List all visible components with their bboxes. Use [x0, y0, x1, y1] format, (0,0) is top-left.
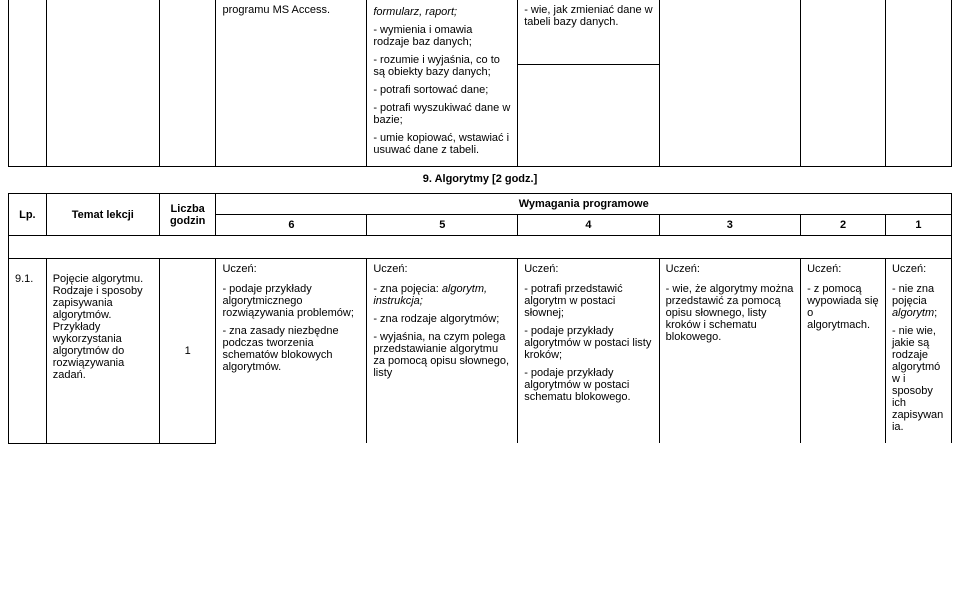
col1-a-post: ; [934, 307, 937, 319]
uczen-3: Uczeń: [659, 259, 800, 280]
upper-c3: programu MS Access. [216, 0, 367, 167]
upper-c5: - wie, jak zmieniać dane w tabeli bazy d… [518, 0, 659, 65]
hdr-wym: Wymagania programowe [216, 194, 952, 215]
upper-c5-text: - wie, jak zmieniać dane w tabeli bazy d… [524, 4, 652, 28]
col3-a: - wie, że algorytmy można przedstawić za… [666, 283, 794, 343]
upper-c4: formularz, raport; - wymienia i omawia r… [367, 0, 518, 167]
upper-row-1: programu MS Access. formularz, raport; -… [9, 0, 952, 65]
col5-c: - wyjaśnia, na czym polega przedstawiani… [373, 331, 511, 379]
uczen-4: Uczeń: [518, 259, 659, 280]
cell-col2: - z pomocą wypowiada się o algorytmach. [801, 279, 886, 443]
upper-table: programu MS Access. formularz, raport; -… [8, 0, 952, 167]
cell-liczba: 1 [159, 259, 216, 444]
upper-c1 [46, 0, 159, 167]
upper-c5-blank [518, 65, 659, 167]
upper-c4-b: - wymienia i omawia rodzaje baz danych; [373, 24, 511, 48]
hdr-2: 2 [801, 215, 886, 236]
col2-a: - z pomocą wypowiada się o algorytmach. [807, 283, 879, 331]
upper-c6 [659, 0, 800, 167]
upper-c4-d: - potrafi sortować dane; [373, 84, 511, 96]
uczen-2: Uczeń: [801, 259, 886, 280]
spacer-row [9, 236, 952, 259]
upper-c2 [159, 0, 216, 167]
col6-b: - zna zasady niezbędne podczas tworzenia… [222, 325, 360, 373]
cell-col3: - wie, że algorytmy można przedstawić za… [659, 279, 800, 443]
cell-col6: - podaje przykłady algorytmicznego rozwi… [216, 279, 367, 443]
hdr-1: 1 [885, 215, 951, 236]
cell-lp-text: 9.1. [15, 273, 33, 285]
hdr-lp: Lp. [9, 194, 47, 236]
hdr-temat: Temat lekcji [46, 194, 159, 236]
col4-b: - podaje przykłady algorytmów w postaci … [524, 325, 652, 361]
cell-col4: - potrafi przedstawić algorytm w postaci… [518, 279, 659, 443]
cell-col5: - zna pojęcia: algorytm, instrukcja; - z… [367, 279, 518, 443]
upper-c7 [801, 0, 886, 167]
uczen-1: Uczeń: [885, 259, 951, 280]
col1-a-pre: - nie zna pojęcia [892, 283, 934, 307]
uczen-row: 9.1. Pojęcie algorytmu. Rodzaje i sposob… [9, 259, 952, 280]
col4-c: - podaje przykłady algorytmów w postaci … [524, 367, 652, 403]
uczen-6: Uczeń: [216, 259, 367, 280]
col1-a-em: algorytm [892, 307, 934, 319]
upper-c0 [9, 0, 47, 167]
upper-c4-e: - potrafi wyszukiwać dane w bazie; [373, 102, 511, 126]
cell-lp: 9.1. [9, 259, 47, 444]
upper-c4-f: - umie kopiować, wstawiać i usuwać dane … [373, 132, 511, 156]
spacer-right [885, 236, 951, 259]
spacer-mid [46, 236, 885, 259]
hdr-4: 4 [518, 215, 659, 236]
hdr-6: 6 [216, 215, 367, 236]
page: programu MS Access. formularz, raport; -… [0, 0, 960, 599]
upper-c8 [885, 0, 951, 167]
col5-a-pre: - zna pojęcia: [373, 283, 441, 295]
col5-a: - zna pojęcia: algorytm, instrukcja; [373, 283, 511, 307]
upper-c3-text: programu MS Access. [222, 4, 330, 16]
uczen-5: Uczeń: [367, 259, 518, 280]
col4-a: - potrafi przedstawić algorytm w postaci… [524, 283, 652, 319]
col5-b: - zna rodzaje algorytmów; [373, 313, 511, 325]
upper-c4-c: - rozumie i wyjaśnia, co to są obiekty b… [373, 54, 511, 78]
col1-a: - nie zna pojęcia algorytm; [892, 283, 945, 319]
col1-b: - nie wie, jakie są rodzaje algorytmów i… [892, 325, 945, 433]
cell-temat-text: Pojęcie algorytmu. Rodzaje i sposoby zap… [53, 273, 144, 381]
lower-table: Lp. Temat lekcji Liczba godzin Wymagania… [8, 193, 952, 444]
hdr-3: 3 [659, 215, 800, 236]
col6-a: - podaje przykłady algorytmicznego rozwi… [222, 283, 360, 319]
spacer-left [9, 236, 47, 259]
header-row-1: Lp. Temat lekcji Liczba godzin Wymagania… [9, 194, 952, 215]
hdr-5: 5 [367, 215, 518, 236]
cell-col1: - nie zna pojęcia algorytm; - nie wie, j… [885, 279, 951, 443]
upper-c4-a: formularz, raport; [373, 6, 511, 18]
hdr-liczba: Liczba godzin [159, 194, 216, 236]
cell-temat: Pojęcie algorytmu. Rodzaje i sposoby zap… [46, 259, 159, 444]
section-title: 9. Algorytmy [2 godz.] [8, 167, 952, 193]
